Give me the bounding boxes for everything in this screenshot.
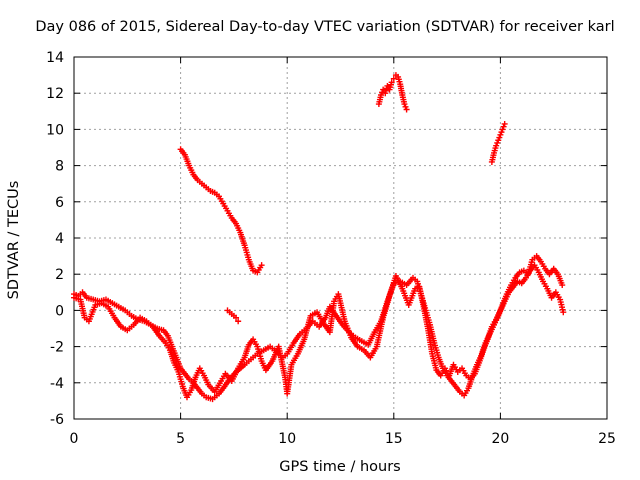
data-point (388, 79, 395, 86)
y-tick-label: 12 (46, 86, 64, 102)
y-tick-label: 2 (55, 267, 64, 283)
x-tick-labels: 0 5 10 15 20 25 (70, 431, 616, 447)
data-point (497, 131, 504, 138)
y-tick-labels: -6 -4 -2 0 2 4 6 8 10 12 14 (46, 50, 64, 428)
data-points (71, 72, 567, 403)
data-point (378, 92, 385, 99)
data-point (403, 106, 410, 113)
y-tick-label: -2 (50, 340, 64, 356)
data-point (498, 129, 505, 136)
x-tick-label: 5 (176, 431, 185, 447)
x-axis-label: GPS time / hours (279, 459, 400, 475)
data-point (493, 142, 500, 149)
y-tick-label: 0 (55, 303, 64, 319)
x-tick-label: 10 (278, 431, 296, 447)
data-point (499, 126, 506, 133)
series-arc-5h (177, 146, 265, 276)
x-tick-label: 20 (491, 431, 509, 447)
y-tick-label: 6 (55, 195, 64, 211)
data-point (402, 103, 409, 110)
series-arc-15h (375, 72, 410, 113)
data-point (560, 309, 567, 316)
data-point (495, 137, 502, 144)
y-tick-label: 4 (55, 231, 64, 247)
data-point (380, 86, 387, 93)
y-tick-label: 14 (46, 50, 64, 66)
y-tick-label: -4 (50, 376, 64, 392)
x-tick-label: 15 (385, 431, 403, 447)
data-point (401, 101, 408, 108)
data-point (494, 139, 501, 146)
data-point (384, 82, 391, 89)
x-tick-label: 25 (598, 431, 616, 447)
data-point (233, 314, 240, 321)
series-main-secondary (71, 262, 567, 401)
data-point (496, 134, 503, 141)
x-tick-label: 0 (70, 431, 79, 447)
data-point (559, 282, 566, 289)
data-point (235, 318, 242, 325)
y-axis-label: SDTVAR / TECUs (6, 181, 22, 300)
y-tick-label: 8 (55, 159, 64, 175)
y-tick-label: 10 (46, 122, 64, 138)
data-point (500, 123, 507, 130)
series-arc-20h (488, 120, 508, 165)
data-point (501, 120, 508, 127)
y-tick-label: -6 (50, 412, 64, 428)
chart-title: Day 086 of 2015, Sidereal Day-to-day VTE… (35, 19, 614, 35)
series-arc-7h (224, 307, 242, 325)
data-point (379, 89, 386, 96)
data-point (258, 262, 265, 269)
axis-ticks (73, 56, 608, 420)
